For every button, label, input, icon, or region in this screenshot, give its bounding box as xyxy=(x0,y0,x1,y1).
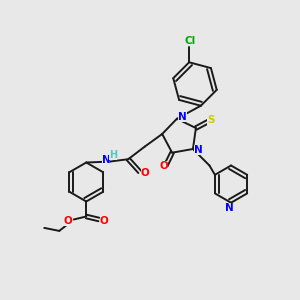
Text: O: O xyxy=(141,168,149,178)
Text: Cl: Cl xyxy=(185,36,196,46)
Text: N: N xyxy=(225,203,234,213)
Text: N: N xyxy=(178,112,187,122)
Text: S: S xyxy=(207,115,215,125)
Text: H: H xyxy=(109,150,117,160)
Text: N: N xyxy=(194,145,203,154)
Text: O: O xyxy=(159,161,168,171)
Text: O: O xyxy=(100,216,109,226)
Text: O: O xyxy=(64,216,73,226)
Text: N: N xyxy=(102,155,110,165)
